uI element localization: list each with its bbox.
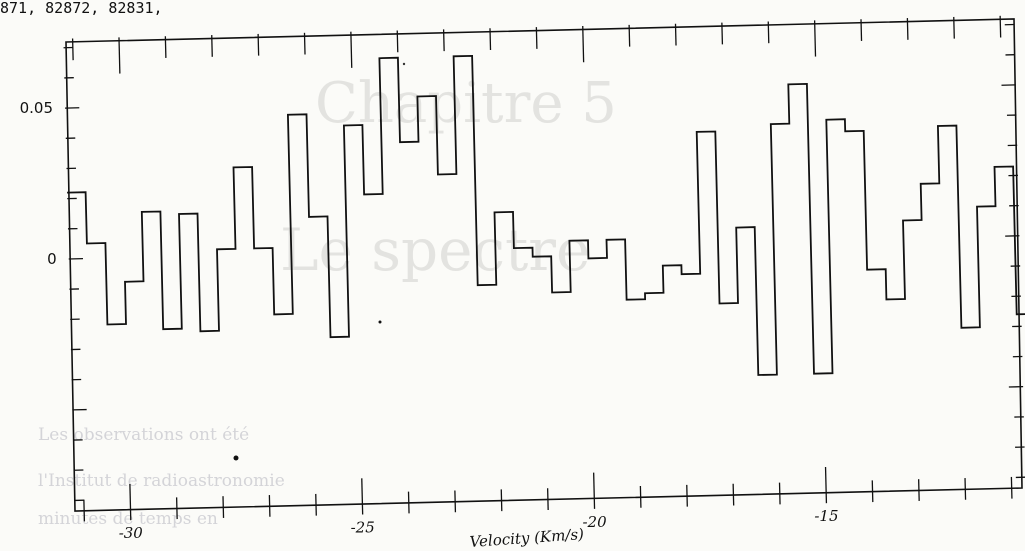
scan-speck (378, 320, 382, 324)
x-minor-tick (546, 488, 549, 511)
scan-speck (233, 455, 239, 461)
plot-frame (65, 18, 1023, 512)
axis-ticks (63, 15, 1025, 522)
x-minor-tick (175, 497, 178, 520)
x-minor-tick (639, 485, 642, 508)
x-major-tick-top (350, 31, 353, 68)
x-minor-tick-top (303, 32, 306, 55)
x-minor-tick-top (721, 22, 724, 45)
x-minor-tick-top (767, 21, 770, 44)
x-major-tick-top (813, 20, 817, 57)
x-minor-tick-top (906, 18, 909, 40)
x-axis-label: Velocity (Km/s) (469, 525, 585, 551)
x-minor-tick (964, 478, 967, 500)
x-major-tick (824, 466, 828, 504)
spectrum-step-line (67, 54, 1025, 376)
header-fragment-text: 871, 82872, 82831, (0, 0, 163, 17)
x-minor-tick-top (442, 29, 445, 52)
x-minor-tick (871, 480, 874, 503)
x-minor-tick (454, 490, 457, 513)
x-major-tick (129, 483, 132, 521)
x-minor-tick (778, 482, 781, 505)
background-chapter-title: Chapitre 5 (315, 71, 617, 136)
x-major-tick-top (582, 25, 585, 63)
x-minor-tick-top (999, 15, 1002, 38)
x-minor-tick (917, 479, 920, 501)
x-minor-tick-top (257, 33, 260, 56)
x-minor-tick (315, 493, 317, 516)
x-minor-tick-top (164, 36, 167, 58)
x-tick-label: -30 (119, 524, 144, 542)
y-tick-label: 0.05 (20, 99, 53, 117)
x-minor-tick (222, 496, 225, 518)
x-minor-tick-top (628, 24, 631, 47)
background-section-title: Le spectre (280, 216, 590, 284)
x-minor-tick-top (489, 28, 492, 51)
background-body-line-3: minutes de temps en (38, 509, 218, 529)
x-minor-tick (83, 499, 86, 522)
axis-tick-labels: -30 -25 -20 -15 0 0.05 (20, 99, 839, 542)
x-minor-tick-top (535, 27, 538, 49)
x-minor-tick (407, 491, 410, 514)
x-minor-tick-top (953, 16, 955, 39)
background-body-line-2: l'Institut de radioastronomie (38, 471, 285, 491)
x-major-tick (361, 478, 364, 515)
scan-speck (402, 62, 406, 66)
background-page-text: Chapitre 5 Le spectre Les observations o… (38, 71, 617, 529)
x-minor-tick-top (396, 30, 399, 53)
x-minor-tick (268, 495, 271, 517)
x-minor-tick (500, 489, 503, 512)
x-minor-tick-top (71, 38, 74, 61)
x-minor-tick-top (674, 23, 677, 46)
x-minor-tick (1010, 476, 1013, 499)
background-body-line-1: Les observations ont été (38, 425, 249, 445)
x-tick-label: -25 (351, 519, 375, 537)
x-minor-tick (732, 483, 735, 506)
x-tick-label: -20 (582, 513, 607, 531)
x-minor-tick (686, 484, 688, 507)
x-major-tick (593, 472, 596, 509)
x-minor-tick-top (860, 19, 863, 41)
x-minor-tick-top (211, 35, 213, 57)
y-tick-label: 0 (47, 250, 57, 268)
x-tick-label: -15 (814, 507, 838, 525)
x-major-tick-top (118, 37, 121, 74)
